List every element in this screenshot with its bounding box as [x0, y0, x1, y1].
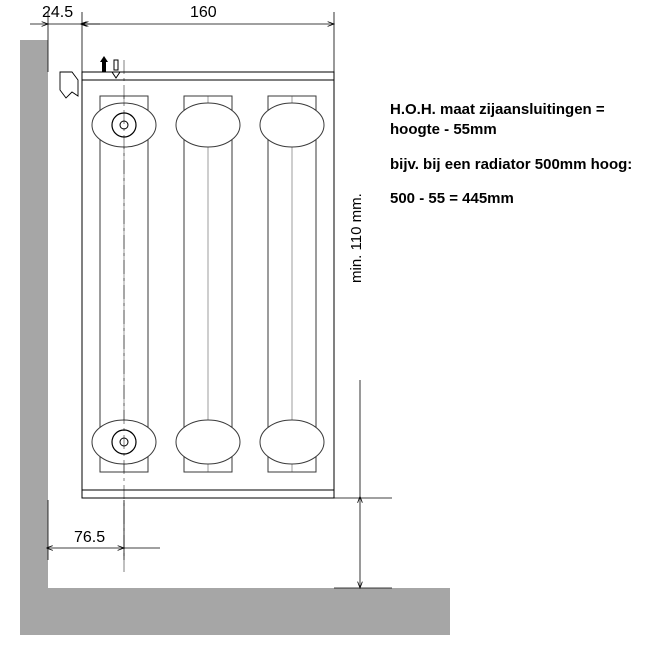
diagram-container: { "dimensions": { "wall_clearance": "24.…	[0, 0, 650, 650]
floor	[20, 588, 450, 635]
note-line-1: H.O.H. maat zijaansluitingen = hoogte - …	[390, 100, 635, 141]
technical-drawing: 24.5 160	[0, 0, 650, 650]
note-line-2: bijv. bij een radiator 500mm hoog:	[390, 155, 635, 175]
note-line-3: 500 - 55 = 445mm	[390, 189, 635, 209]
radiator-bottom-cap	[82, 490, 334, 498]
dim-min-clearance: min. 110 mm.	[348, 193, 365, 283]
annotation-text: H.O.H. maat zijaansluitingen = hoogte - …	[390, 100, 635, 223]
wall-bracket	[60, 72, 78, 98]
chamber-2	[176, 96, 240, 472]
wall	[20, 40, 48, 635]
dim-depth: 160	[190, 4, 217, 21]
dim-bottom-offset: 76.5	[74, 529, 105, 546]
chamber-3	[260, 96, 324, 472]
dim-wall-clearance: 24.5	[42, 4, 73, 21]
